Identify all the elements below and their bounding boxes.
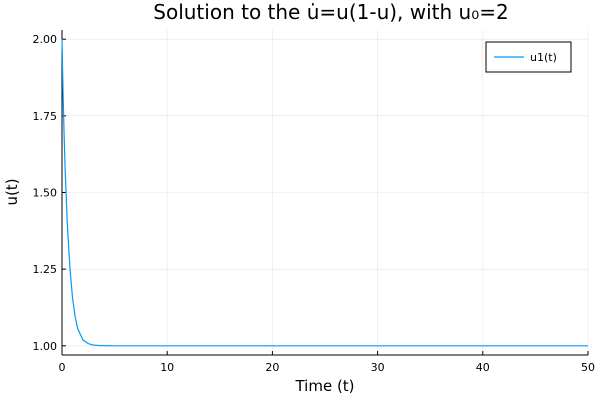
y-tick-label: 2.00	[33, 33, 58, 46]
series-layer	[61, 39, 588, 347]
grid	[61, 30, 589, 355]
x-tick-label: 0	[59, 361, 66, 374]
series-line-0	[61, 39, 588, 347]
legend-label: u1(t)	[530, 51, 557, 64]
y-tick-label: 1.50	[33, 187, 58, 200]
legend: u1(t)	[485, 41, 572, 73]
x-tick-label: 50	[581, 361, 595, 374]
x-tick-label: 10	[160, 361, 174, 374]
x-tick-label: 40	[476, 361, 490, 374]
y-axis-title: u(t)	[3, 178, 21, 205]
x-tick-label: 30	[371, 361, 385, 374]
chart-title: Solution to the u̇=u(1-u), with u₀=2	[153, 0, 508, 24]
x-tick-label: 20	[265, 361, 279, 374]
y-tick-label: 1.25	[33, 263, 58, 276]
y-tick-label: 1.00	[33, 340, 58, 353]
x-axis-title: Time (t)	[294, 377, 354, 395]
y-tick-label: 1.75	[33, 110, 58, 123]
ticks: 0 10 20 30 40 50 1.00 1.25 1.50 1.75 2.00	[33, 33, 596, 374]
